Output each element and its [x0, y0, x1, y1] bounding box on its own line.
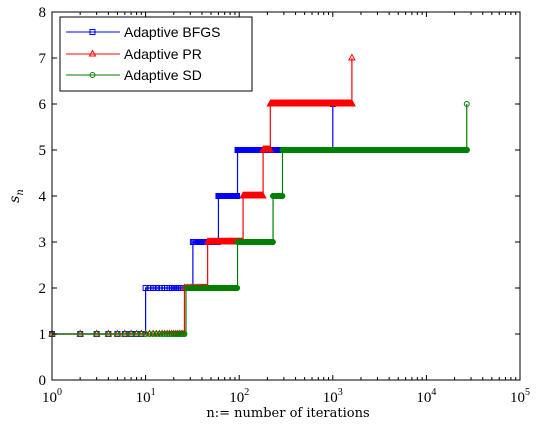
- square-marker: [234, 193, 241, 199]
- square-marker: [142, 285, 149, 291]
- square-marker: [146, 285, 153, 291]
- plot-area: [48, 53, 470, 337]
- triangle-marker: [259, 191, 267, 199]
- triangle-marker: [266, 145, 274, 153]
- square-marker: [150, 285, 157, 291]
- square-marker: [153, 285, 160, 291]
